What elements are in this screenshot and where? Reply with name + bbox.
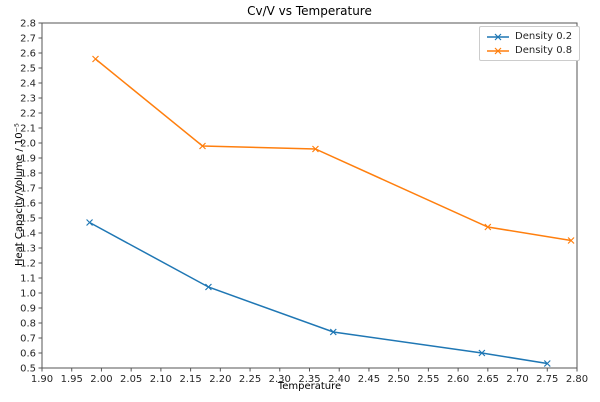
svg-text:2.25: 2.25: [239, 374, 261, 385]
svg-text:2.7: 2.7: [20, 34, 36, 45]
svg-text:2.8: 2.8: [20, 19, 36, 30]
legend-item-density-0-8: Density 0.8: [486, 45, 572, 56]
svg-text:2.65: 2.65: [477, 374, 499, 385]
svg-text:2.5: 2.5: [20, 64, 36, 75]
y-axis-ticks: 0.5 0.6 0.7 0.8 0.9 1.0 1.1 1.2 1.3 1.4 1.5 1.6 1.7 1…: [20, 19, 42, 375]
y-axis-label: Heat Capacity/Volume / 10⁻⁵: [14, 123, 25, 266]
svg-text:2.2: 2.2: [20, 109, 36, 120]
svg-text:2.15: 2.15: [179, 374, 201, 385]
svg-text:2.55: 2.55: [417, 374, 439, 385]
svg-text:1.2: 1.2: [20, 259, 36, 270]
svg-text:0.8: 0.8: [20, 319, 36, 330]
svg-text:1.5: 1.5: [20, 214, 36, 225]
legend-line-sample-icon: [487, 33, 509, 40]
svg-text:2.35: 2.35: [298, 374, 320, 385]
svg-text:2.75: 2.75: [536, 374, 558, 385]
svg-text:2.1: 2.1: [20, 124, 36, 135]
svg-text:2.60: 2.60: [447, 374, 469, 385]
svg-text:1.90: 1.90: [31, 374, 53, 385]
svg-text:1.95: 1.95: [61, 374, 83, 385]
legend-label: Density 0.8: [515, 45, 573, 56]
svg-text:2.10: 2.10: [150, 374, 172, 385]
series-density-0-2: [86, 219, 551, 367]
svg-text:0.9: 0.9: [20, 304, 36, 315]
series-markers-density-0-8: [92, 55, 575, 244]
series-density-0-8: [92, 55, 575, 244]
svg-text:0.7: 0.7: [20, 334, 36, 345]
axes-frame: [41, 22, 578, 369]
legend-line-sample-icon: [487, 47, 509, 54]
svg-text:1.0: 1.0: [20, 289, 36, 300]
svg-text:2.30: 2.30: [269, 374, 291, 385]
svg-text:2.05: 2.05: [120, 374, 142, 385]
svg-text:2.00: 2.00: [90, 374, 112, 385]
svg-text:2.20: 2.20: [209, 374, 231, 385]
legend-item-density-0-2: Density 0.2: [486, 31, 572, 42]
svg-text:2.70: 2.70: [506, 374, 528, 385]
x-axis-ticks: 1.90 1.95 2.00 2.05 2.10 2.15 2.20 2.25 2.30 2.35…: [31, 368, 588, 385]
series-line-density-0-8: [95, 58, 572, 242]
svg-text:2.3: 2.3: [20, 94, 36, 105]
legend-label: Density 0.2: [515, 31, 573, 42]
svg-text:1.4: 1.4: [20, 229, 36, 240]
legend: Density 0.2 Density 0.8: [479, 26, 581, 61]
svg-text:2.40: 2.40: [328, 374, 350, 385]
svg-text:0.5: 0.5: [20, 364, 36, 375]
svg-text:1.8: 1.8: [20, 169, 36, 180]
svg-text:2.4: 2.4: [20, 79, 36, 90]
chart-title: Cv/V vs Temperature: [247, 4, 372, 18]
svg-text:1.9: 1.9: [20, 154, 36, 165]
svg-text:0.6: 0.6: [20, 349, 36, 360]
svg-text:1.7: 1.7: [20, 184, 36, 195]
svg-text:2.45: 2.45: [358, 374, 380, 385]
svg-text:2.80: 2.80: [566, 374, 588, 385]
svg-text:2.50: 2.50: [388, 374, 410, 385]
svg-text:2.0: 2.0: [20, 139, 36, 150]
series-markers-density-0-2: [86, 219, 551, 367]
x-axis-label: Temperature: [277, 381, 342, 392]
svg-text:1.3: 1.3: [20, 244, 36, 255]
svg-text:1.6: 1.6: [20, 199, 36, 210]
series-line-density-0-2: [89, 221, 548, 365]
svg-text:1.1: 1.1: [20, 274, 36, 285]
svg-text:2.6: 2.6: [20, 49, 36, 60]
